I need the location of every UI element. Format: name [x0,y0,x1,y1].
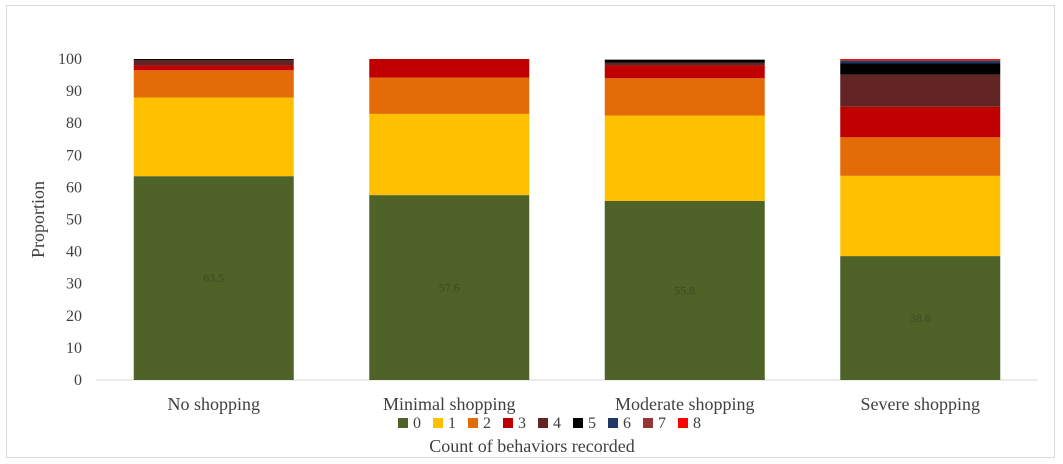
legend-label: 5 [588,415,596,432]
y-tick-label: 70 [66,147,82,164]
bar-segment-5 [604,59,765,63]
y-tick-label: 0 [74,372,82,389]
bar-segment-5 [133,59,294,60]
bar-segment-4 [840,74,1001,107]
category-label: No shopping [167,394,260,414]
category-labels: No shopping Minimal shopping Moderate shop… [167,394,980,414]
y-tick-label: 20 [66,308,82,325]
bars: 63.5 57.6 55.8 38.6 [133,59,1001,380]
legend-label: 0 [413,415,421,432]
bar-segment-1 [369,113,530,196]
legend-label: 7 [658,415,666,432]
y-tick-label: 100 [58,51,82,68]
y-tick-label: 80 [66,115,82,132]
category-label: Minimal shopping [383,394,516,414]
legend-swatch-1 [433,418,443,428]
bar-segment-4 [604,62,765,66]
bar-segment-8 [840,59,1001,60]
bar-segment-2 [369,77,530,114]
category-label: Severe shopping [861,394,980,414]
y-tick-label: 90 [66,83,82,100]
bar-segment-3 [840,106,1001,138]
bar-segment-3 [604,65,765,79]
bar-segment-4 [133,59,294,66]
y-tick-label: 10 [66,340,82,357]
legend-label: 6 [623,415,631,432]
bar-segment-3 [369,59,530,78]
legend-swatch-3 [503,418,513,428]
bar-segment-1 [604,115,765,201]
y-tick-label: 50 [66,212,82,229]
y-tick-label: 30 [66,276,82,293]
legend-label: 2 [483,415,491,432]
legend-swatch-7 [643,418,653,428]
bar-segment-2 [604,78,765,116]
bar-segment-0 [604,200,765,380]
bar-segment-0 [133,176,294,380]
legend-label: 8 [693,415,701,432]
y-axis-ticks: 0 10 20 30 40 50 60 70 80 90 100 [58,51,82,389]
bar-segment-1 [133,97,294,177]
bar-segment-0 [369,195,530,380]
y-tick-label: 40 [66,244,82,261]
bar-segment-7 [840,59,1001,61]
y-tick-label: 60 [66,179,82,196]
data-label: 57.6 [439,281,460,295]
bar-segment-2 [133,70,294,98]
legend: 0 1 2 3 4 5 6 7 8 [398,415,701,432]
legend-swatch-6 [608,418,618,428]
bar-segment-1 [840,175,1001,257]
bar-segment-0 [840,256,1001,380]
data-label: 63.5 [203,271,224,285]
y-axis-title: Proportion [28,181,48,258]
legend-label: 1 [448,415,456,432]
data-label: 38.6 [910,311,931,325]
legend-swatch-0 [398,418,408,428]
legend-swatch-2 [468,418,478,428]
legend-title: Count of behaviors recorded [429,436,634,456]
bar-segment-3 [133,65,294,71]
data-label: 55.8 [674,283,695,297]
legend-swatch-8 [678,418,688,428]
legend-label: 3 [518,415,526,432]
bar-segment-5 [840,63,1001,75]
category-label: Moderate shopping [615,394,754,414]
bar-segment-2 [840,137,1001,176]
legend-swatch-4 [538,418,548,428]
bar-segment-6 [840,60,1001,64]
legend-label: 4 [553,415,561,432]
legend-swatch-5 [573,418,583,428]
